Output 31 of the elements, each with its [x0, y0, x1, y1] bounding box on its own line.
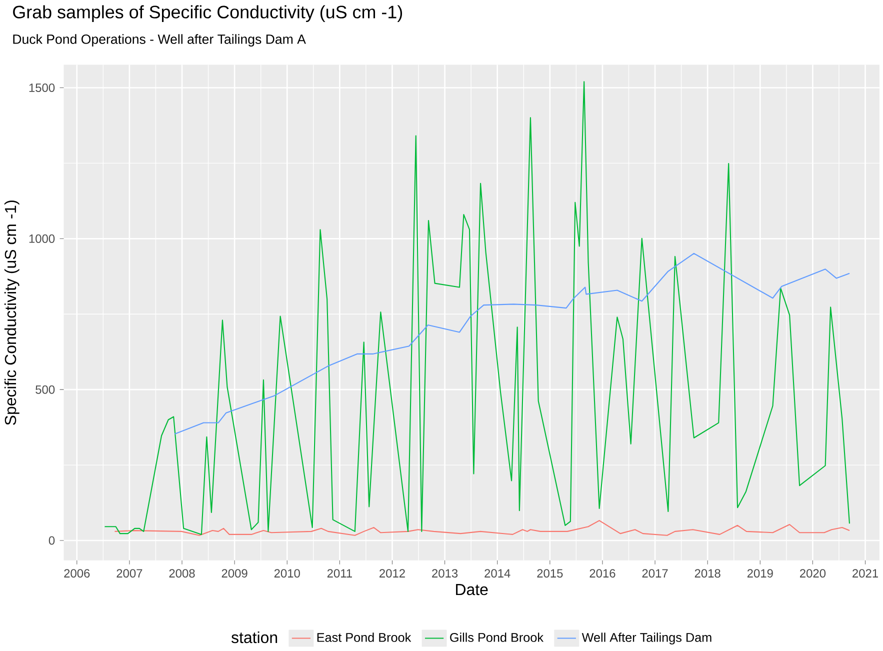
x-tick-label: 2013 — [432, 569, 458, 578]
x-tick-label: 2021 — [852, 569, 878, 578]
line-series — [114, 520, 850, 536]
y-tick-label: 500 — [36, 385, 55, 394]
line-series — [104, 81, 850, 535]
line-series — [174, 252, 850, 434]
chart-subtitle: Duck Pond Operations - Well after Tailings Dam A — [13, 34, 306, 46]
x-tick-label: 2010 — [274, 569, 300, 578]
legend-label: Well After Tailings Dam — [582, 632, 712, 644]
y-axis-title: Specific Conductivity (uS cm -1) — [4, 200, 20, 425]
x-tick-label: 2016 — [590, 569, 616, 578]
legend-label: East Pond Brook — [317, 632, 412, 642]
x-tick-label: 2011 — [327, 569, 352, 578]
y-tick-label: 1500 — [29, 83, 55, 92]
y-tick-label: 1000 — [29, 234, 55, 243]
legend-label: Gills Pond Brook — [450, 632, 544, 642]
x-axis-title: Date — [456, 584, 488, 596]
x-tick-label: 2019 — [747, 569, 773, 578]
legend-title: station — [232, 631, 278, 644]
x-tick-label: 2015 — [537, 569, 563, 578]
x-tick-label: 2020 — [800, 569, 826, 578]
x-tick-label: 2017 — [642, 569, 668, 578]
x-tick-label: 2018 — [694, 569, 720, 578]
chart-title: Grab samples of Specific Conductivity (uS cm -1) — [13, 5, 402, 22]
x-tick-label: 2014 — [484, 569, 510, 578]
y-tick-label: 0 — [48, 536, 55, 545]
x-tick-label: 2006 — [64, 569, 90, 578]
x-tick-label: 2009 — [222, 569, 248, 578]
x-tick-label: 2007 — [116, 569, 142, 578]
x-tick-label: 2012 — [380, 569, 405, 578]
x-tick-label: 2008 — [169, 569, 195, 578]
